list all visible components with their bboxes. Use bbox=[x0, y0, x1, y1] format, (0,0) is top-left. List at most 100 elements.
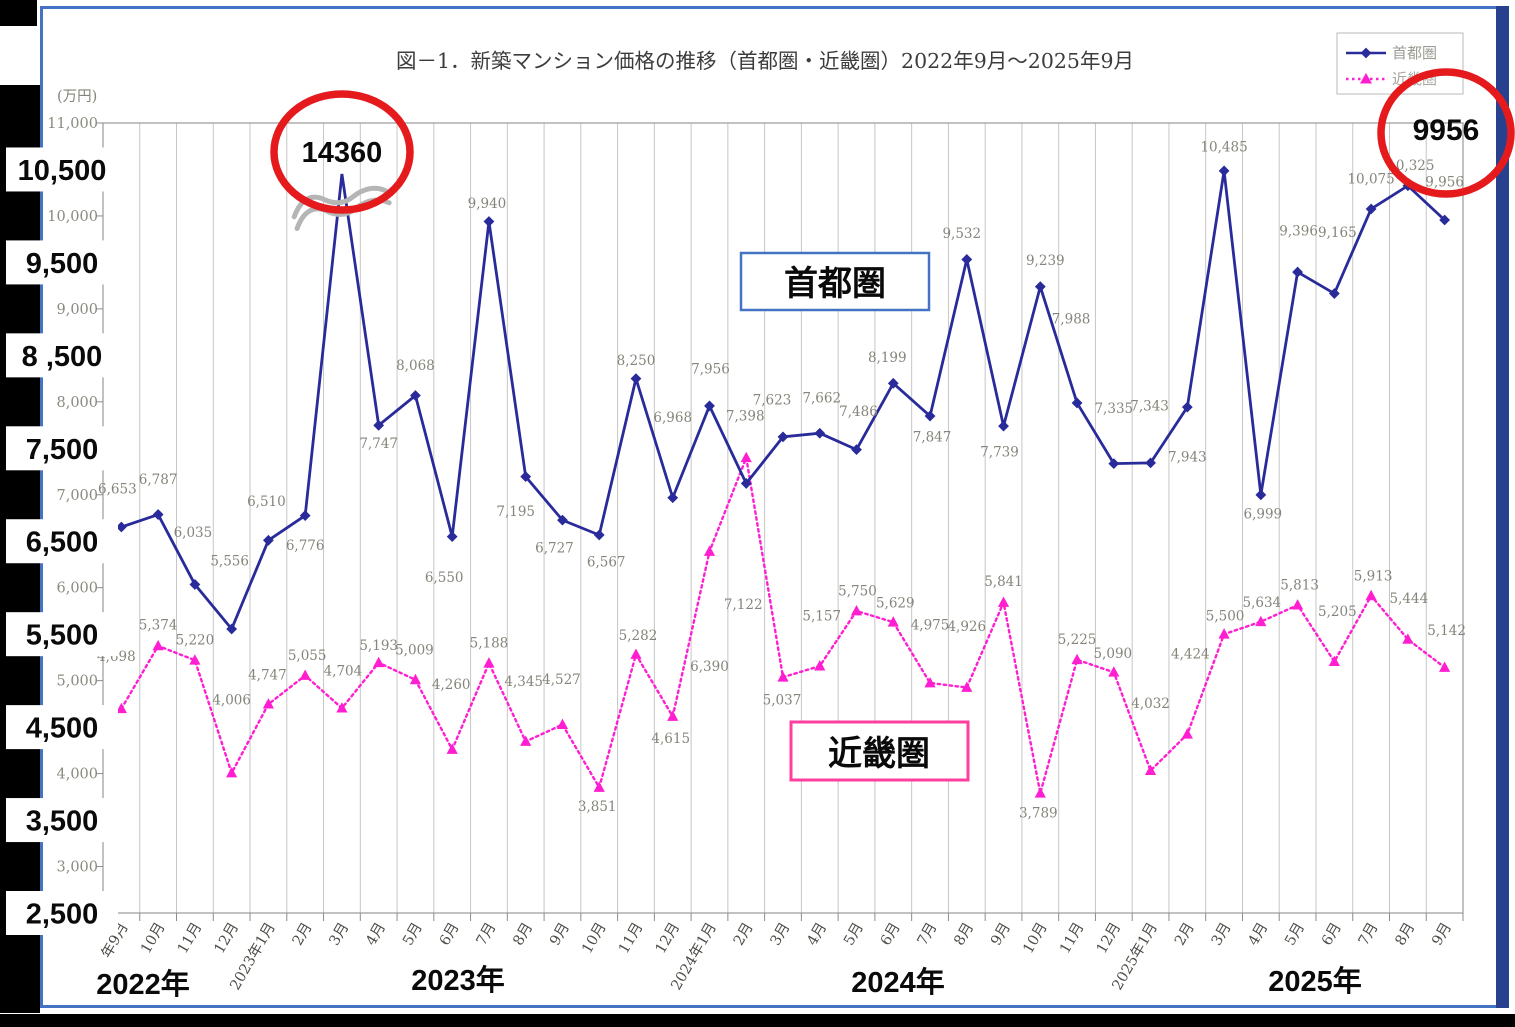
shutoken-data-label: 6,727 bbox=[535, 541, 574, 557]
kinkiken-marker-triangle bbox=[1144, 764, 1157, 776]
bottom-black-strip bbox=[0, 1014, 1515, 1027]
x-month-label: 12月 bbox=[1094, 920, 1124, 957]
x-axis-year-labels: 2022年 2023年 2024年 2025年 bbox=[96, 963, 1362, 1001]
legend: 首都圏 近畿圏 bbox=[1336, 32, 1464, 95]
kinkiken-marker-triangle bbox=[1071, 653, 1083, 665]
series2-callout: 近畿圏 bbox=[789, 720, 970, 782]
x-month-label: 6月 bbox=[437, 920, 463, 949]
kinkiken-marker-triangle bbox=[777, 671, 789, 682]
kinkiken-data-label: 5,500 bbox=[1206, 609, 1245, 625]
kinkiken-marker-triangle bbox=[703, 545, 716, 556]
kinkiken-data-label: 5,225 bbox=[1058, 632, 1097, 648]
shutoken-marker-diamond bbox=[667, 492, 679, 504]
y-big-label: 3,500 bbox=[26, 806, 99, 838]
kinkiken-data-label: 5,750 bbox=[838, 583, 877, 599]
peak-annotation-value: 14360 bbox=[302, 137, 383, 169]
shutoken-marker-diamond bbox=[1108, 458, 1120, 470]
kinkiken-data-label: 4,747 bbox=[248, 668, 287, 684]
y-tick-label: 4,000 bbox=[56, 767, 98, 783]
kinkiken-data-label: 5,142 bbox=[1427, 623, 1466, 639]
y-big-label-box bbox=[6, 519, 118, 564]
y-big-label: 6,500 bbox=[26, 527, 99, 559]
shutoken-box-label: 首都圏 bbox=[784, 265, 886, 303]
kinkiken-marker-triangle bbox=[961, 681, 973, 692]
kinkiken-data-label: 3,789 bbox=[1019, 806, 1058, 822]
shutoken-data-label: 7,195 bbox=[496, 504, 535, 520]
kinkiken-data-label: 4,615 bbox=[651, 731, 690, 747]
kinkiken-data-label: 5,813 bbox=[1280, 578, 1319, 594]
kinkiken-data-label: 5,444 bbox=[1390, 591, 1429, 607]
y-big-label: 8 ,500 bbox=[22, 341, 103, 373]
kinkiken-data-label: 5,220 bbox=[176, 633, 215, 649]
x-month-label: 2月 bbox=[1172, 920, 1198, 949]
x-month-label: 10月 bbox=[579, 920, 609, 957]
y-tick-label: 3,000 bbox=[56, 860, 98, 876]
shutoken-marker-diamond bbox=[851, 444, 862, 455]
y-tick-label: 10,000 bbox=[47, 209, 98, 225]
shutoken-data-label: 7,847 bbox=[913, 430, 952, 446]
y-big-label: 7,500 bbox=[26, 434, 99, 466]
x-month-label: 8月 bbox=[952, 920, 978, 949]
shutoken-data-label: 7,956 bbox=[691, 361, 730, 377]
kinkiken-data-label: 5,282 bbox=[619, 628, 658, 644]
y-tick-label: 8,000 bbox=[56, 395, 98, 411]
x-month-label: 11月 bbox=[616, 920, 646, 957]
shutoken-data-label: 9,239 bbox=[1026, 253, 1065, 269]
kinkiken-box bbox=[789, 720, 970, 782]
shutoken-data-label: 6,035 bbox=[174, 525, 213, 541]
shutoken-marker-diamond bbox=[1365, 203, 1377, 215]
kinkiken-marker-triangle bbox=[115, 702, 127, 714]
kinkiken-data-label: 5,037 bbox=[763, 693, 802, 709]
x-month-label: 9月 bbox=[988, 920, 1014, 949]
kinkiken-marker-triangle bbox=[850, 604, 863, 616]
y-axis-small-labels: 11,000 10,000 9,000 8,000 7,000 6,000 5,000 4,0… bbox=[47, 116, 98, 876]
kinkiken-marker-triangle bbox=[152, 639, 164, 651]
kinkiken-marker-triangle bbox=[556, 718, 569, 730]
y-big-label: 10,500 bbox=[18, 155, 107, 187]
legend-label-shutoken: 首都圏 bbox=[1392, 44, 1437, 62]
kinkiken-marker-triangle bbox=[1255, 615, 1267, 627]
shutoken-marker-diamond bbox=[924, 410, 936, 422]
shutoken-data-label: 8,199 bbox=[868, 350, 907, 366]
kinkiken-marker-triangle bbox=[1365, 589, 1377, 601]
kinkiken-data-label: 5,841 bbox=[984, 574, 1023, 590]
kinkiken-marker-triangle bbox=[373, 656, 385, 668]
kinkiken-marker-triangle bbox=[924, 676, 936, 688]
y-tick-label: 7,000 bbox=[56, 488, 98, 504]
kinkiken-marker-triangle bbox=[1218, 628, 1230, 639]
x-month-label: 5月 bbox=[400, 920, 426, 949]
y-axis-unit-label: (万円) bbox=[57, 89, 97, 105]
year-label-2024: 2024年 bbox=[851, 965, 945, 999]
kinkiken-marker-triangle bbox=[1402, 633, 1414, 644]
shutoken-data-label: 7,335 bbox=[1094, 401, 1133, 417]
kinkiken-marker-triangle bbox=[226, 767, 238, 778]
shutoken-marker-diamond bbox=[630, 373, 642, 384]
kinkiken-data-label: 5,205 bbox=[1318, 604, 1357, 620]
kinkiken-marker-triangle bbox=[630, 648, 642, 659]
kinkiken-data-label: 3,851 bbox=[578, 799, 617, 815]
kinkiken-marker-triangle bbox=[1034, 787, 1046, 798]
kinkiken-marker-triangle bbox=[409, 673, 422, 685]
y-big-label: 9,500 bbox=[26, 248, 99, 280]
kinkiken-marker-triangle bbox=[1439, 661, 1451, 672]
latest-red-circle-icon bbox=[1377, 68, 1515, 198]
kinkiken-data-label: 5,193 bbox=[359, 638, 398, 654]
shutoken-data-label: 6,550 bbox=[425, 570, 464, 586]
shutoken-marker-diamond bbox=[887, 377, 899, 389]
y-big-label-box bbox=[6, 612, 118, 657]
x-month-label: 8月 bbox=[510, 920, 536, 949]
shutoken-data-label: 9,396 bbox=[1279, 224, 1318, 240]
x-month-label: 3月 bbox=[768, 920, 794, 949]
peak-red-circle-icon bbox=[270, 90, 414, 214]
kinkiken-data-label: 4,527 bbox=[542, 672, 581, 688]
shutoken-data-label: 7,943 bbox=[1168, 450, 1207, 466]
x-month-label: 7月 bbox=[915, 920, 941, 949]
kinkiken-data-label: 4,345 bbox=[504, 674, 543, 690]
y-big-label-box bbox=[6, 147, 118, 192]
shutoken-data-label: 9,956 bbox=[1425, 175, 1464, 191]
shutoken-data-label: 9,532 bbox=[942, 226, 981, 242]
y-big-label: 5,500 bbox=[26, 620, 99, 652]
plot-frame bbox=[102, 122, 1464, 914]
